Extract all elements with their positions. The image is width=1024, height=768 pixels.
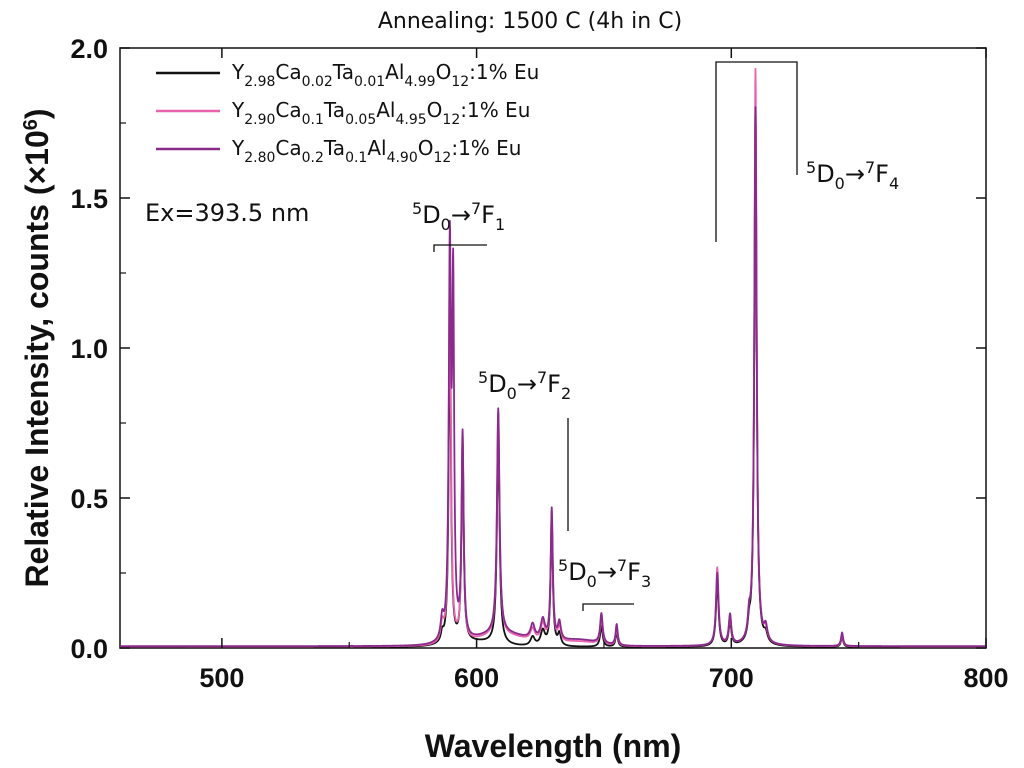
text-part: Y [231, 136, 245, 160]
text-part: D [488, 370, 506, 398]
x-axis-title: Wavelength (nm) [425, 728, 682, 764]
text-part: 2.98 [244, 74, 275, 90]
text-part: Y [231, 60, 245, 84]
text-part: 0 [835, 174, 845, 193]
text-part: Ta [323, 98, 345, 122]
text-part: 0.02 [302, 74, 333, 90]
text-part: 5 [412, 199, 422, 218]
text-part: 0.2 [302, 150, 324, 166]
y-axis-title: Relative Intensity, counts (×106) [19, 108, 55, 587]
annotation-bracket-f4 [715, 61, 798, 242]
transition-annotations: 5D0→7F1 5D0→7F2 5D0→7F3 5D0→7F4 [412, 61, 899, 611]
text-part: 0 [587, 572, 597, 591]
text-part: 7 [617, 556, 627, 575]
y-axis-title-main: Relative Intensity, counts (×10 [19, 130, 55, 587]
text-part: 12 [442, 112, 460, 128]
text-part: 0 [507, 384, 517, 403]
text-part: F [875, 160, 889, 188]
annotation-5d0-7f3: 5D0→7F3 [558, 556, 651, 591]
annotation-bracket-f1 [433, 244, 487, 252]
annotation-5d0-7f2: 5D0→7F2 [478, 368, 571, 403]
y-axis-title-power: 6 [20, 119, 42, 130]
text-part: 5 [478, 368, 488, 387]
text-part: Ca [275, 98, 301, 122]
y-tick-label: 1.0 [70, 334, 108, 364]
x-tick-label: 800 [963, 663, 1008, 693]
text-part: F [547, 370, 561, 398]
excitation-note: Ex=393.5 nm [145, 199, 309, 227]
text-part: D [568, 558, 586, 586]
text-part: Ca [275, 60, 301, 84]
text-part: 2.90 [244, 112, 275, 128]
x-axis: 500 600 700 800 [199, 48, 1009, 693]
text-part: Y [231, 98, 245, 122]
legend-label-3: Y2.80Ca0.2Ta0.1Al4.90O12:1% Eu [231, 136, 521, 166]
text-part: Ta [332, 60, 354, 84]
legend-label-1: Y2.98Ca0.02Ta0.01Al4.99O12:1% Eu [231, 60, 539, 90]
text-part: 0.1 [302, 112, 324, 128]
text-part: → [517, 370, 537, 398]
text-part: 0.05 [345, 112, 376, 128]
text-part: Al [376, 98, 395, 122]
text-part: 7 [865, 158, 875, 177]
legend-label-2: Y2.90Ca0.1Ta0.05Al4.95O12:1% Eu [231, 98, 530, 128]
text-part: → [597, 558, 617, 586]
legend: Y2.98Ca0.02Ta0.01Al4.99O12:1% EuY2.90Ca0… [156, 60, 539, 166]
text-part: 4.95 [395, 112, 426, 128]
text-part: O [427, 98, 443, 122]
text-part: O [436, 60, 452, 84]
y-axis-title-close: ) [19, 108, 55, 119]
text-part: :1% Eu [451, 136, 521, 160]
text-part: 2.80 [244, 150, 275, 166]
text-part: → [451, 201, 471, 229]
y-tick-label: 2.0 [70, 34, 108, 64]
text-part: 2 [561, 384, 571, 403]
chart-title: Annealing: 1500 C (4h in C) [378, 9, 682, 34]
text-part: 0 [441, 215, 451, 234]
text-part: :1% Eu [469, 60, 539, 84]
y-tick-label: 1.5 [70, 184, 108, 214]
text-part: D [816, 160, 834, 188]
text-part: 0.01 [354, 74, 385, 90]
text-part: Al [367, 136, 386, 160]
annotation-5d0-7f1: 5D0→7F1 [412, 199, 505, 234]
text-part: 7 [471, 199, 481, 218]
text-part: → [845, 160, 865, 188]
text-part: 4.90 [387, 150, 418, 166]
x-tick-label: 500 [199, 663, 244, 693]
y-tick-label: 0.0 [70, 634, 108, 664]
text-part: D [422, 201, 440, 229]
y-tick-label: 0.5 [70, 484, 108, 514]
text-part: Ta [323, 136, 345, 160]
x-tick-label: 600 [454, 663, 499, 693]
text-part: 3 [641, 572, 651, 591]
text-part: O [418, 136, 434, 160]
text-part: 7 [537, 368, 547, 387]
text-part: 5 [806, 158, 816, 177]
text-part: F [627, 558, 641, 586]
text-part: :1% Eu [460, 98, 530, 122]
annotation-bracket-f3 [582, 603, 634, 611]
series-line-3 [119, 106, 987, 648]
y-axis: 0.0 0.5 1.0 1.5 2.0 [70, 34, 986, 664]
series-layer [119, 67, 987, 648]
text-part: F [481, 201, 495, 229]
text-part: Ca [275, 136, 301, 160]
annotation-5d0-7f4: 5D0→7F4 [806, 158, 899, 193]
text-part: 5 [558, 556, 568, 575]
text-part: 0.1 [345, 150, 367, 166]
text-part: 12 [434, 150, 452, 166]
text-part: 4.99 [404, 74, 435, 90]
text-part: 12 [451, 74, 469, 90]
text-part: 1 [495, 215, 505, 234]
x-tick-label: 700 [709, 663, 754, 693]
text-part: Al [385, 60, 404, 84]
text-part: 4 [889, 174, 899, 193]
